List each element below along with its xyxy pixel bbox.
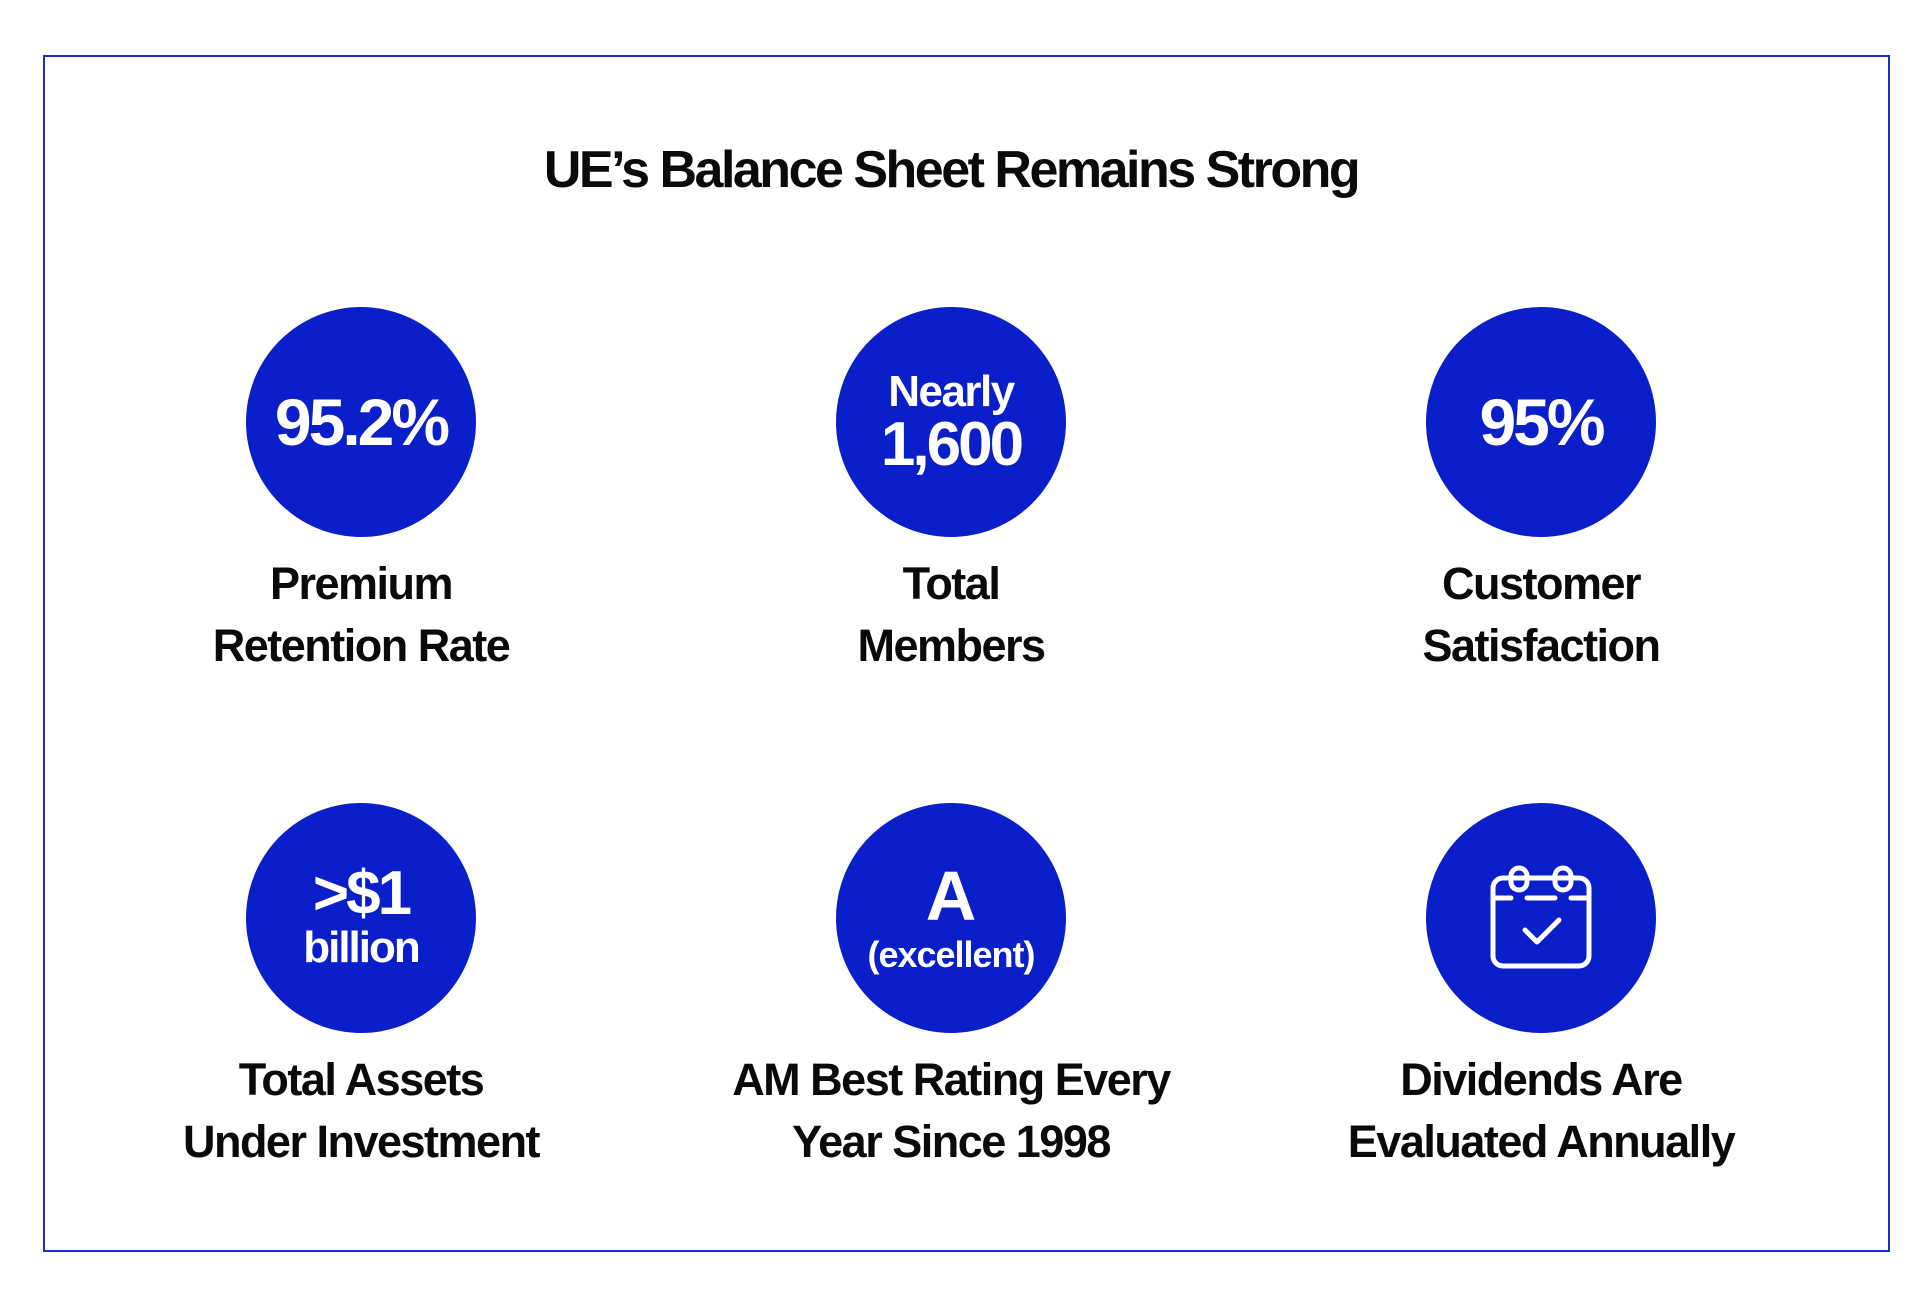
caption-line: Total (902, 558, 1001, 609)
caption-line: Total Assets (238, 1054, 485, 1105)
calendar-check-icon (1485, 862, 1597, 974)
caption-line: Members (857, 620, 1046, 671)
stat-circle: 95.2% (246, 307, 476, 537)
stat-circle: 95% (1426, 307, 1656, 537)
stat-suffix: (excellent) (867, 934, 1035, 975)
caption-line: Evaluated Annually (1347, 1116, 1736, 1167)
stat-circle (1426, 803, 1656, 1033)
stat-value: 1,600 (880, 410, 1024, 479)
stat-caption: Total Members (691, 553, 1211, 677)
stat-prefix: Nearly (888, 367, 1015, 416)
stat-circle: Nearly 1,600 (836, 307, 1066, 537)
stat-suffix: billion (303, 923, 421, 972)
caption-line: Year Since 1998 (792, 1116, 1111, 1167)
caption-line: Satisfaction (1422, 620, 1661, 671)
caption-line: Premium (269, 558, 454, 609)
stat-circle: >$1 billion (246, 803, 476, 1033)
content-frame (43, 55, 1890, 1252)
caption-line: Customer (1441, 558, 1642, 609)
stat-value: A (925, 857, 977, 935)
stat-value: 95% (1479, 385, 1605, 459)
stat-caption: AM Best Rating Every Year Since 1998 (691, 1049, 1211, 1173)
stat-caption: Customer Satisfaction (1281, 553, 1801, 677)
stat-value: >$1 (312, 859, 412, 928)
stat-caption: Total Assets Under Investment (101, 1049, 621, 1173)
caption-line: Under Investment (182, 1116, 541, 1167)
caption-line: Dividends Are (1400, 1054, 1683, 1105)
page-title: UE’s Balance Sheet Remains Strong (543, 141, 1361, 199)
stat-premium-retention: 95.2% Premium Retention Rate (101, 307, 621, 677)
stat-total-assets: >$1 billion Total Assets Under Investmen… (101, 803, 621, 1173)
stat-value: 95.2% (274, 385, 450, 459)
stat-caption: Premium Retention Rate (101, 553, 621, 677)
stat-circle: A (excellent) (836, 803, 1066, 1033)
stat-customer-satisfaction: 95% Customer Satisfaction (1281, 307, 1801, 677)
stat-dividends: Dividends Are Evaluated Annually (1281, 803, 1801, 1173)
stat-caption: Dividends Are Evaluated Annually (1281, 1049, 1801, 1173)
caption-line: Retention Rate (212, 620, 511, 671)
stat-am-best-rating: A (excellent) AM Best Rating Every Year … (691, 803, 1211, 1173)
stat-total-members: Nearly 1,600 Total Members (691, 307, 1211, 677)
caption-line: AM Best Rating Every (732, 1054, 1171, 1105)
